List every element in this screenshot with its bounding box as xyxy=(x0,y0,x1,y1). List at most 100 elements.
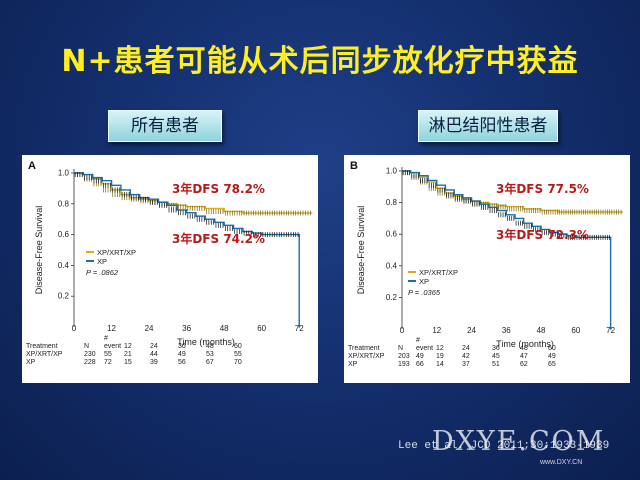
risk-cell: 48 xyxy=(206,343,214,350)
risk-cell: 60 xyxy=(548,345,556,352)
data-point xyxy=(260,233,263,236)
risk-cell: 49 xyxy=(548,353,556,360)
data-point xyxy=(242,212,244,214)
data-point xyxy=(418,174,421,177)
risk-cell: 55 xyxy=(234,351,242,358)
panel-a: A 0.2 0.4 0.6 0.8 1.0 0 12 24 36 48 60 72 Time (month… xyxy=(22,155,318,383)
risk-cell: 19 xyxy=(436,353,444,360)
risk-cell: 44 xyxy=(150,351,158,358)
risk-cell: event xyxy=(416,345,434,352)
risk-cell: 66 xyxy=(416,361,424,368)
risk-cell: 39 xyxy=(150,359,158,366)
data-point xyxy=(167,204,169,207)
data-point xyxy=(435,187,438,190)
x-tick-label: 0 xyxy=(72,324,77,333)
risk-cell: 49 xyxy=(416,353,424,360)
data-point xyxy=(138,196,141,199)
data-point xyxy=(575,211,577,213)
data-point xyxy=(82,173,85,176)
x-tick-label: 36 xyxy=(182,324,191,333)
x-tick-label: 24 xyxy=(145,324,154,333)
data-point xyxy=(185,211,188,214)
data-point xyxy=(251,232,254,234)
data-point xyxy=(138,198,141,200)
legend-label: XP/XRT/XP xyxy=(97,248,136,257)
x-tick-label: 12 xyxy=(107,324,116,333)
data-point xyxy=(540,209,542,212)
risk-cell: 21 xyxy=(124,351,132,358)
risk-cell: 193 xyxy=(398,361,410,368)
data-point xyxy=(148,199,150,202)
risk-cell: 55 xyxy=(104,351,112,358)
tag-node-positive: 淋巴结阳性患者 xyxy=(418,110,558,142)
y-tick-label: 0.6 xyxy=(386,230,398,239)
risk-cell: Treatment xyxy=(348,345,380,352)
x-tick-label: 72 xyxy=(295,324,304,333)
data-point xyxy=(427,181,429,183)
data-point xyxy=(298,233,301,236)
risk-cell: event xyxy=(104,343,122,350)
data-point xyxy=(120,189,122,191)
x-tick-label: 48 xyxy=(537,326,546,335)
dfs-annotation: 3年DFS 72.3% xyxy=(496,227,589,242)
data-point xyxy=(609,328,612,330)
risk-cell: 47 xyxy=(520,353,528,360)
data-point xyxy=(444,189,447,191)
data-point xyxy=(621,211,624,213)
data-point xyxy=(505,213,508,216)
x-tick-label: 0 xyxy=(400,326,405,335)
legend-label: XP/XRT/XP xyxy=(419,268,458,277)
risk-cell: 12 xyxy=(436,345,444,352)
data-point xyxy=(453,195,455,198)
risk-cell: 42 xyxy=(462,353,470,360)
data-point xyxy=(418,176,421,179)
panel-letter: B xyxy=(350,160,358,172)
legend-label: XP xyxy=(419,277,429,286)
y-tick-label: 0.4 xyxy=(386,261,398,270)
risk-cell: 12 xyxy=(124,343,132,350)
y-axis-label: Disease-Free Survival xyxy=(356,206,366,295)
data-point xyxy=(232,227,235,230)
risk-cell: 24 xyxy=(150,343,158,350)
data-point xyxy=(129,196,132,199)
x-axis-label: Time (months) xyxy=(177,337,235,347)
data-point xyxy=(213,221,216,224)
dfs-annotation: 3年DFS 78.2% xyxy=(172,181,265,196)
risk-cell: 72 xyxy=(104,359,112,366)
data-point xyxy=(204,207,207,210)
risk-cell: 15 xyxy=(124,359,132,366)
watermark-url: www.DXY.CN xyxy=(540,459,583,466)
risk-cell: N xyxy=(398,345,404,352)
data-point xyxy=(176,209,179,211)
data-point xyxy=(462,197,464,199)
data-point xyxy=(557,211,560,213)
data-point xyxy=(298,326,301,328)
data-point xyxy=(592,236,595,239)
dfs-annotation: 3年DFS 77.5% xyxy=(496,181,589,196)
data-point xyxy=(129,193,132,196)
citation: Lee et al. JCO 2011;30:1933-1939 xyxy=(398,440,610,452)
data-point xyxy=(522,222,525,224)
data-point xyxy=(298,212,301,214)
data-point xyxy=(470,200,473,202)
y-tick-label: 0.2 xyxy=(386,293,398,302)
data-point xyxy=(522,208,525,210)
data-point xyxy=(157,201,160,204)
y-tick-label: 1.0 xyxy=(58,169,70,178)
y-tick-label: 0.2 xyxy=(58,292,70,301)
panel-b: B 0.2 0.4 0.6 0.8 1.0 0 12 24 36 48 60 72 Time (month… xyxy=(344,155,630,383)
data-point xyxy=(242,230,244,233)
km-chart-b: B 0.2 0.4 0.6 0.8 1.0 0 12 24 36 48 60 72 Time (month… xyxy=(350,160,624,349)
data-point xyxy=(548,231,551,234)
data-point xyxy=(575,236,577,239)
data-point xyxy=(479,203,482,205)
risk-cell: 24 xyxy=(462,345,470,352)
x-tick-label: 24 xyxy=(467,326,476,335)
data-point xyxy=(557,233,560,235)
data-point xyxy=(505,205,508,208)
risk-cell: 51 xyxy=(492,361,500,368)
y-tick-label: 0.8 xyxy=(386,198,398,207)
risk-cell: XP/XRT/XP xyxy=(26,351,63,358)
data-point xyxy=(462,198,464,201)
data-point xyxy=(110,184,113,187)
